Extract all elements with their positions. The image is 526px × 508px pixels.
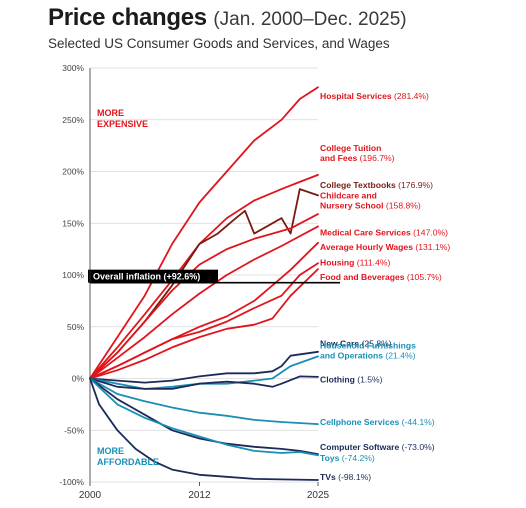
y-tick-label: 150% xyxy=(62,218,84,228)
series-label-name: and Operations xyxy=(320,351,383,361)
series-line-toys xyxy=(89,377,319,457)
series-label-clothing: Clothing (1.5%) xyxy=(320,375,383,385)
grid-layer xyxy=(90,67,318,483)
series-label-name: Toys xyxy=(320,453,340,463)
series-line-tvs xyxy=(89,377,319,481)
inflation-layer: Overall inflation (+92.6%) xyxy=(88,269,340,284)
series-line-new-cars xyxy=(89,350,319,384)
chart-title-range: (Jan. 2000–Dec. 2025) xyxy=(213,9,407,30)
series-label-value: (1.5%) xyxy=(355,375,383,385)
series-label-college-tuition-and-fees: and Fees (196.7%) xyxy=(320,153,395,163)
series-label-tvs: TVs (-98.1%) xyxy=(320,472,371,482)
series-line-cellphone-services xyxy=(89,377,319,425)
y-tick-label: -100% xyxy=(59,477,84,487)
series-label-household-furnishings-and-operations: and Operations (21.4%) xyxy=(320,351,416,361)
series-label-name: Household Furnishings xyxy=(320,341,416,351)
series-line-college-tuition-and-fees xyxy=(89,174,319,380)
series-label-college-textbooks: College Textbooks (176.9%) xyxy=(320,180,433,190)
series-label-name: and Fees xyxy=(320,153,357,163)
series-label-name: Food and Beverages xyxy=(320,272,405,282)
series-label-name: Hospital Services xyxy=(320,91,392,101)
series-label-value: (111.4%) xyxy=(354,258,390,268)
series-label-average-hourly-wages: Average Hourly Wages (131.1%) xyxy=(320,242,450,252)
label-layer: Hospital Services (281.4%) College Tuitio… xyxy=(320,91,450,482)
series-line-food-and-beverages xyxy=(89,268,319,380)
overall-inflation-label: Overall inflation (+92.6%) xyxy=(93,271,200,281)
series-label-computer-software: Computer Software (-73.0%) xyxy=(320,442,435,452)
y-tick-label: 100% xyxy=(62,270,84,280)
x-tick-label: 2000 xyxy=(79,490,102,501)
series-label-name: Housing xyxy=(320,258,354,268)
series-label-childcare-and-nursery-school: Nursery School (158.8%) xyxy=(320,201,421,211)
region-label-affordable: MORE xyxy=(97,446,124,456)
series-line-medical-care-services xyxy=(89,225,319,380)
series-label-food-and-beverages: Food and Beverages (105.7%) xyxy=(320,272,442,282)
series-label-medical-care-services: Medical Care Services (147.0%) xyxy=(320,228,448,238)
series-label-value: (-98.1%) xyxy=(336,472,371,482)
y-tick-label: 0% xyxy=(72,374,85,384)
series-label-value: (25.8%) xyxy=(359,338,392,348)
overall-inflation-label-bg xyxy=(88,269,218,283)
y-tick-label: 50% xyxy=(67,322,84,332)
region-label-expensive: EXPENSIVE xyxy=(97,119,148,129)
series-label-cellphone-services: Cellphone Services (-44.1%) xyxy=(320,417,435,427)
chart-title: Price changes xyxy=(48,4,207,31)
series-label-name: Medical Care Services xyxy=(320,228,411,238)
series-label-name: Childcare and xyxy=(320,191,377,201)
series-line-household-furnishings-and-operations xyxy=(89,355,319,390)
chart-subtitle: Selected US Consumer Goods and Services,… xyxy=(48,36,390,51)
series-label-name: College Textbooks xyxy=(320,180,396,190)
series-label-value: (21.4%) xyxy=(383,351,416,361)
series-label-value: (-44.1%) xyxy=(399,417,434,427)
series-label-childcare-and-nursery-school: Childcare and xyxy=(320,191,377,201)
series-label-value: (176.9%) xyxy=(396,180,433,190)
series-label-value: (-74.2%) xyxy=(339,453,374,463)
region-label-expensive: MORE xyxy=(97,108,124,118)
series-label-value: (131.1%) xyxy=(413,242,450,252)
series-label-household-furnishings-and-operations: Household Furnishings xyxy=(320,341,416,351)
series-label-value: (147.0%) xyxy=(411,228,448,238)
series-label-value: (196.7%) xyxy=(357,153,394,163)
x-tick-label: 2012 xyxy=(188,490,211,501)
series-line-clothing xyxy=(89,375,319,390)
axis-layer: 300% 250% 200% 150% 100% 50% 0% -50% -100% 2000 20… xyxy=(59,63,329,501)
series-label-name: College Tuition xyxy=(320,143,381,153)
series-label-college-tuition-and-fees: College Tuition xyxy=(320,143,381,153)
series-label-value: (281.4%) xyxy=(392,91,429,101)
x-tick-label: 2025 xyxy=(307,490,330,501)
y-tick-label: 200% xyxy=(62,167,84,177)
series-label-new-cars: New Cars (25.8%) xyxy=(320,338,392,348)
series-label-name: Cellphone Services xyxy=(320,417,400,427)
series-label-hospital-services: Hospital Services (281.4%) xyxy=(320,91,429,101)
series-label-name: Nursery School xyxy=(320,201,384,211)
region-label-affordable: AFFORDABLE xyxy=(97,457,159,467)
series-line-childcare-and-nursery-school xyxy=(89,213,319,380)
series-line-average-hourly-wages xyxy=(89,241,319,380)
y-tick-label: 250% xyxy=(62,115,84,125)
series-label-name: Clothing xyxy=(320,375,355,385)
series-label-name: TVs xyxy=(320,472,336,482)
series-label-name: Average Hourly Wages xyxy=(320,242,413,252)
series-label-value: (105.7%) xyxy=(405,272,442,282)
series-label-toys: Toys (-74.2%) xyxy=(320,453,375,463)
y-tick-label: 300% xyxy=(62,63,84,73)
series-label-value: (158.8%) xyxy=(384,201,421,211)
series-label-name: Computer Software xyxy=(320,442,399,452)
y-tick-label: -50% xyxy=(64,425,84,435)
series-layer xyxy=(89,86,319,481)
series-line-housing xyxy=(89,262,319,380)
series-label-name: New Cars xyxy=(320,338,359,348)
series-line-college-textbooks xyxy=(89,188,319,380)
series-line-computer-software xyxy=(89,377,319,455)
series-line-hospital-services xyxy=(89,86,319,380)
series-label-value: (-73.0%) xyxy=(399,442,434,452)
series-label-housing: Housing (111.4%) xyxy=(320,258,390,268)
chart-title-row: Price changes (Jan. 2000–Dec. 2025) xyxy=(48,4,407,32)
